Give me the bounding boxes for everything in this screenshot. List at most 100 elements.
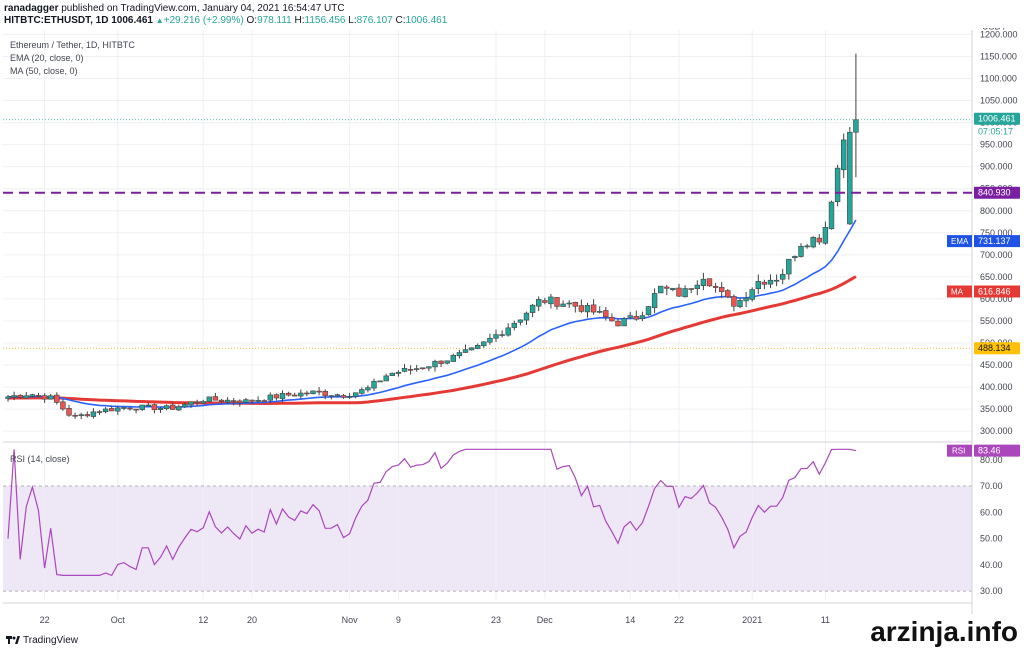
candle — [725, 288, 731, 299]
price-tick-label: 400.000 — [980, 382, 1013, 392]
candle-body — [596, 310, 603, 313]
candle — [749, 287, 755, 302]
candle — [84, 411, 91, 418]
candle — [109, 405, 115, 412]
ma-line — [7, 275, 857, 406]
candle-body — [548, 296, 554, 305]
candle-body — [176, 406, 182, 411]
candle — [560, 300, 566, 307]
candle — [389, 372, 395, 377]
candle — [133, 408, 139, 414]
candle-body — [41, 395, 48, 400]
brand-text: TradingView — [23, 635, 79, 646]
candles — [5, 53, 859, 420]
candle-body — [334, 394, 341, 397]
price-tick-label: 600.000 — [980, 294, 1013, 304]
candle — [462, 344, 469, 353]
candle — [72, 412, 78, 419]
candle — [365, 385, 371, 393]
candle — [700, 272, 707, 291]
price-tick-label: 1200.000 — [980, 29, 1018, 39]
candle — [176, 404, 182, 411]
author-name[interactable]: ranadagger — [4, 3, 59, 14]
rsi-tick-label: 70.00 — [980, 481, 1003, 491]
candle — [279, 390, 286, 403]
candle-body — [285, 392, 292, 396]
candle — [810, 236, 816, 249]
ema-badge: EMA 731.137 — [947, 235, 1020, 248]
candle-body — [682, 288, 688, 298]
candle — [291, 392, 298, 397]
candle — [487, 333, 493, 345]
tradingview-logo-icon — [6, 636, 20, 645]
candle-body — [840, 139, 847, 171]
candle — [316, 387, 322, 396]
candle-body — [535, 299, 542, 307]
candle — [273, 393, 280, 401]
candle-body — [529, 304, 536, 313]
candle-body — [603, 310, 609, 318]
candle — [481, 341, 487, 348]
candle — [298, 389, 304, 400]
candle — [145, 402, 151, 407]
candle — [78, 412, 84, 420]
candle-body — [35, 395, 42, 397]
candle — [23, 392, 29, 399]
candle — [731, 294, 737, 312]
candle — [456, 349, 463, 359]
high-label: H: — [294, 15, 305, 26]
candle — [340, 393, 347, 399]
close-label: C: — [395, 15, 406, 26]
candle-body — [804, 245, 810, 248]
candle-body — [761, 281, 768, 285]
candle-body — [444, 360, 450, 364]
candle-body — [584, 305, 591, 313]
candle — [426, 366, 432, 372]
candle-body — [291, 394, 298, 397]
candle-body — [828, 201, 835, 230]
price-tick-label: 1150.000 — [980, 51, 1017, 61]
candle — [834, 164, 841, 207]
candle-body — [90, 411, 97, 417]
candle — [237, 399, 243, 407]
tradingview-logo[interactable]: TradingView — [6, 635, 78, 646]
candle-body — [816, 237, 823, 243]
candle — [822, 221, 829, 245]
legend-ma[interactable]: MA (50, close, 0) — [10, 66, 78, 76]
candle-body — [352, 392, 359, 397]
candle-body — [377, 380, 383, 383]
support-badge-bg — [974, 342, 1020, 355]
candle — [712, 282, 719, 293]
legend-ema[interactable]: EMA (20, close, 0) — [10, 53, 84, 63]
time-tick-label: Dec — [537, 615, 554, 625]
ema-line — [7, 219, 857, 409]
candle-body — [72, 414, 78, 417]
legend-rsi[interactable]: RSI (14, close) — [10, 454, 70, 464]
candle — [304, 390, 310, 397]
candle-body — [212, 396, 219, 401]
price-tick-label: 1100.000 — [980, 73, 1017, 83]
candle — [584, 302, 591, 318]
candle-body — [847, 131, 853, 225]
candle-body — [255, 399, 261, 402]
candle-body — [743, 297, 749, 302]
candle — [767, 274, 774, 289]
candle-body — [773, 279, 780, 282]
candle-body — [499, 334, 505, 336]
price-tick-label: 900.000 — [980, 162, 1013, 172]
resistance-badge-text: 840.930 — [978, 188, 1011, 198]
candle — [450, 353, 456, 362]
candle — [804, 243, 810, 249]
ma-badge-label: MA — [951, 287, 964, 296]
candle-body — [200, 401, 206, 404]
candle-body — [224, 399, 231, 403]
candle-body — [834, 167, 841, 203]
candle — [548, 293, 554, 309]
candle-body — [17, 395, 23, 398]
time-tick-label: 20 — [247, 615, 257, 625]
candle-body — [639, 315, 646, 320]
candle-body — [371, 380, 377, 389]
price-chart[interactable]: USDT1200.0001150.0001100.0001050.0001000… — [0, 28, 1024, 630]
candle-body — [786, 258, 792, 275]
price-tick-label: 550.000 — [980, 316, 1013, 326]
